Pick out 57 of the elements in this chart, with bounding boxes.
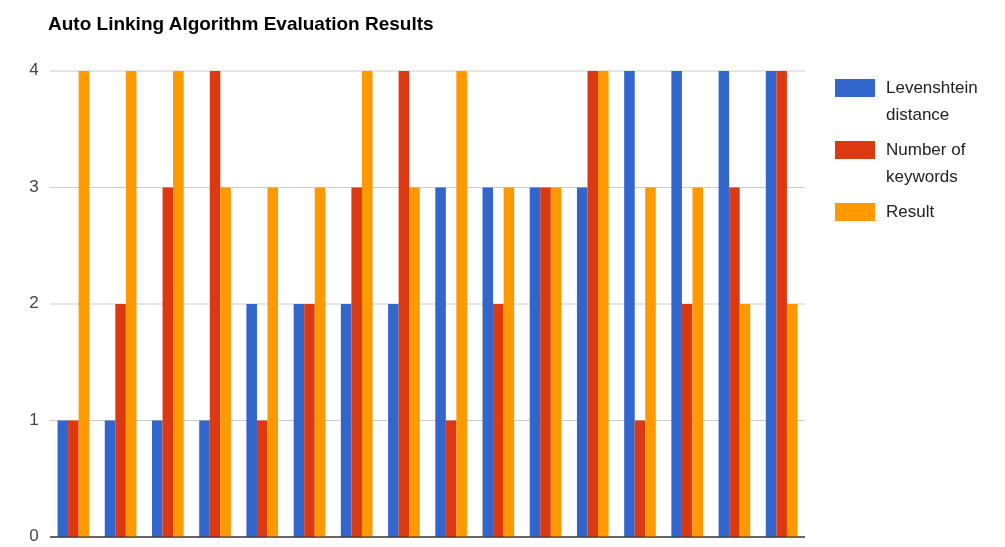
bar (671, 71, 682, 537)
bar (587, 71, 599, 537)
legend-label: Levenshtein distance (886, 78, 978, 125)
bar (765, 71, 777, 537)
bar (503, 187, 515, 537)
bar (445, 420, 457, 537)
bar (68, 420, 79, 537)
bar (398, 71, 410, 537)
bar (550, 187, 562, 537)
bar (173, 71, 184, 537)
y-tick-label: 4 (29, 60, 39, 80)
bar (125, 71, 137, 537)
bar (786, 304, 798, 537)
bar (78, 71, 90, 537)
bar (256, 420, 268, 537)
bar (645, 187, 656, 537)
bar (482, 187, 494, 537)
bar (351, 187, 362, 537)
bar (199, 420, 210, 537)
bar (624, 71, 635, 537)
bar (388, 304, 399, 537)
bar (409, 187, 420, 537)
bar (739, 304, 751, 537)
legend-label: Result (886, 202, 935, 222)
bar (598, 71, 609, 537)
y-tick-label: 1 (29, 409, 39, 429)
bar (267, 187, 279, 537)
chart-title: Auto Linking Algorithm Evaluation Results (48, 13, 434, 34)
bar (162, 187, 174, 537)
bar (104, 420, 116, 537)
bar (456, 71, 467, 537)
y-tick-label: 3 (29, 176, 39, 196)
bar (293, 304, 305, 537)
bar (529, 187, 541, 537)
bar (435, 187, 446, 537)
bar (493, 304, 504, 537)
bar (246, 304, 257, 537)
bar (304, 304, 315, 537)
bar (576, 187, 588, 537)
bar (314, 187, 326, 537)
bar (115, 304, 126, 537)
bar (220, 187, 231, 537)
bar (776, 71, 787, 537)
bar (57, 420, 69, 537)
bar (340, 304, 352, 537)
bar (718, 71, 730, 537)
bar (681, 304, 693, 537)
bar (361, 71, 373, 537)
bar (729, 187, 740, 537)
bar (692, 187, 704, 537)
bar (634, 420, 646, 537)
bar (540, 187, 551, 537)
y-tick-label: 0 (29, 526, 39, 546)
bar (151, 420, 163, 537)
legend-label: Number of keywords (886, 140, 966, 187)
y-tick-label: 2 (29, 293, 39, 313)
bar (209, 71, 221, 537)
